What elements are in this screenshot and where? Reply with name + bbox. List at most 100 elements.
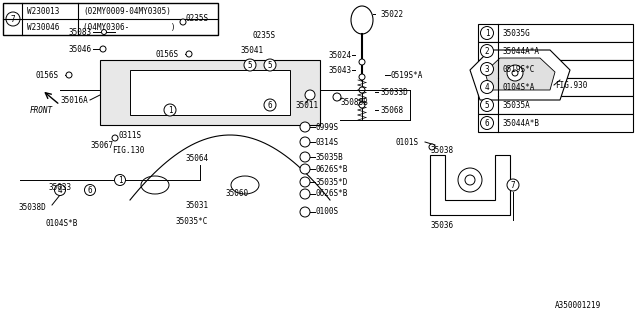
Circle shape (458, 168, 482, 192)
Circle shape (481, 44, 493, 58)
Text: 0156S: 0156S (155, 50, 178, 59)
Circle shape (359, 87, 365, 93)
Text: 0104S*B: 0104S*B (45, 219, 77, 228)
Circle shape (481, 81, 493, 93)
Text: 6: 6 (484, 118, 490, 127)
Text: 4: 4 (58, 186, 62, 195)
Text: 35035A: 35035A (502, 100, 530, 109)
Text: 35044A*B: 35044A*B (502, 118, 539, 127)
Bar (130, 70, 290, 115)
Text: 0519S*A: 0519S*A (390, 70, 422, 79)
Circle shape (359, 59, 365, 65)
Circle shape (300, 189, 310, 199)
Text: 0235S: 0235S (252, 30, 275, 39)
Text: 0156S: 0156S (35, 70, 58, 79)
Circle shape (300, 177, 310, 187)
Circle shape (186, 51, 192, 57)
Text: 0999S: 0999S (315, 123, 338, 132)
Text: 1: 1 (118, 175, 122, 185)
Text: 6: 6 (268, 100, 272, 109)
Text: 1: 1 (168, 106, 172, 115)
Circle shape (102, 29, 106, 35)
Circle shape (507, 179, 519, 191)
Text: 35036: 35036 (430, 220, 453, 229)
Text: 35083: 35083 (68, 28, 91, 36)
Text: 35033: 35033 (48, 182, 71, 191)
Circle shape (66, 72, 72, 78)
Circle shape (481, 27, 493, 39)
Text: (02MY0009-04MY0305): (02MY0009-04MY0305) (83, 6, 171, 15)
Circle shape (180, 19, 186, 25)
Text: 1: 1 (484, 28, 490, 37)
Ellipse shape (141, 176, 169, 194)
Ellipse shape (351, 6, 373, 34)
Text: W230013: W230013 (27, 6, 60, 15)
Text: 35035*D: 35035*D (315, 178, 348, 187)
Text: 0626S*B: 0626S*B (315, 189, 348, 198)
Text: (04MY0306-         ): (04MY0306- ) (83, 22, 175, 31)
Polygon shape (485, 58, 555, 90)
Text: 35038: 35038 (430, 146, 453, 155)
Circle shape (481, 62, 493, 76)
Text: 35022: 35022 (380, 10, 403, 19)
Circle shape (54, 185, 65, 196)
Text: 35041: 35041 (240, 45, 263, 54)
Text: 35033D: 35033D (380, 87, 408, 97)
Bar (478, 42, 633, 60)
Text: 6: 6 (88, 186, 92, 195)
Text: 35060: 35060 (225, 188, 248, 197)
Text: 35011: 35011 (295, 100, 318, 109)
Circle shape (100, 46, 106, 52)
Circle shape (465, 175, 475, 185)
Circle shape (264, 99, 276, 111)
Bar (478, 114, 633, 132)
Bar (478, 24, 633, 42)
Circle shape (481, 116, 493, 130)
Text: 5: 5 (484, 100, 490, 109)
Ellipse shape (231, 176, 259, 194)
Text: A350001219: A350001219 (555, 300, 601, 309)
Text: 0104S*A: 0104S*A (502, 83, 534, 92)
Text: 35035G: 35035G (502, 28, 530, 37)
Circle shape (112, 135, 118, 141)
Circle shape (507, 65, 523, 81)
Circle shape (244, 59, 256, 71)
Text: 35064: 35064 (185, 154, 208, 163)
Circle shape (333, 93, 341, 101)
Circle shape (115, 174, 125, 186)
Circle shape (264, 59, 276, 71)
Bar (3, 3, 218, 35)
Text: 35044A*A: 35044A*A (502, 46, 539, 55)
Circle shape (84, 185, 95, 196)
Text: W230046: W230046 (27, 22, 60, 31)
Text: 4: 4 (484, 83, 490, 92)
Text: 3: 3 (484, 65, 490, 74)
Circle shape (300, 122, 310, 132)
Polygon shape (100, 60, 320, 125)
Text: 0235S: 0235S (185, 13, 208, 22)
Circle shape (300, 152, 310, 162)
Circle shape (359, 102, 365, 108)
Circle shape (300, 207, 310, 217)
Text: 0100S: 0100S (315, 207, 338, 217)
Text: 35035*C: 35035*C (175, 218, 207, 227)
Text: 0311S: 0311S (118, 131, 141, 140)
Text: 0626S*B: 0626S*B (315, 164, 348, 173)
Text: 35043: 35043 (328, 66, 351, 75)
Text: 5: 5 (248, 60, 252, 69)
Text: 35067: 35067 (90, 140, 113, 149)
Text: 7: 7 (11, 14, 15, 23)
Circle shape (300, 137, 310, 147)
Polygon shape (470, 50, 570, 100)
Text: 0314S: 0314S (315, 138, 338, 147)
Circle shape (305, 90, 315, 100)
Bar (478, 96, 633, 114)
Text: 35016A: 35016A (60, 95, 88, 105)
Text: 5: 5 (268, 60, 272, 69)
Text: 0101S: 0101S (395, 138, 418, 147)
Text: 35031: 35031 (185, 201, 208, 210)
Text: 35068: 35068 (380, 106, 403, 115)
Circle shape (359, 74, 365, 80)
Bar (478, 60, 633, 78)
Circle shape (429, 144, 435, 150)
